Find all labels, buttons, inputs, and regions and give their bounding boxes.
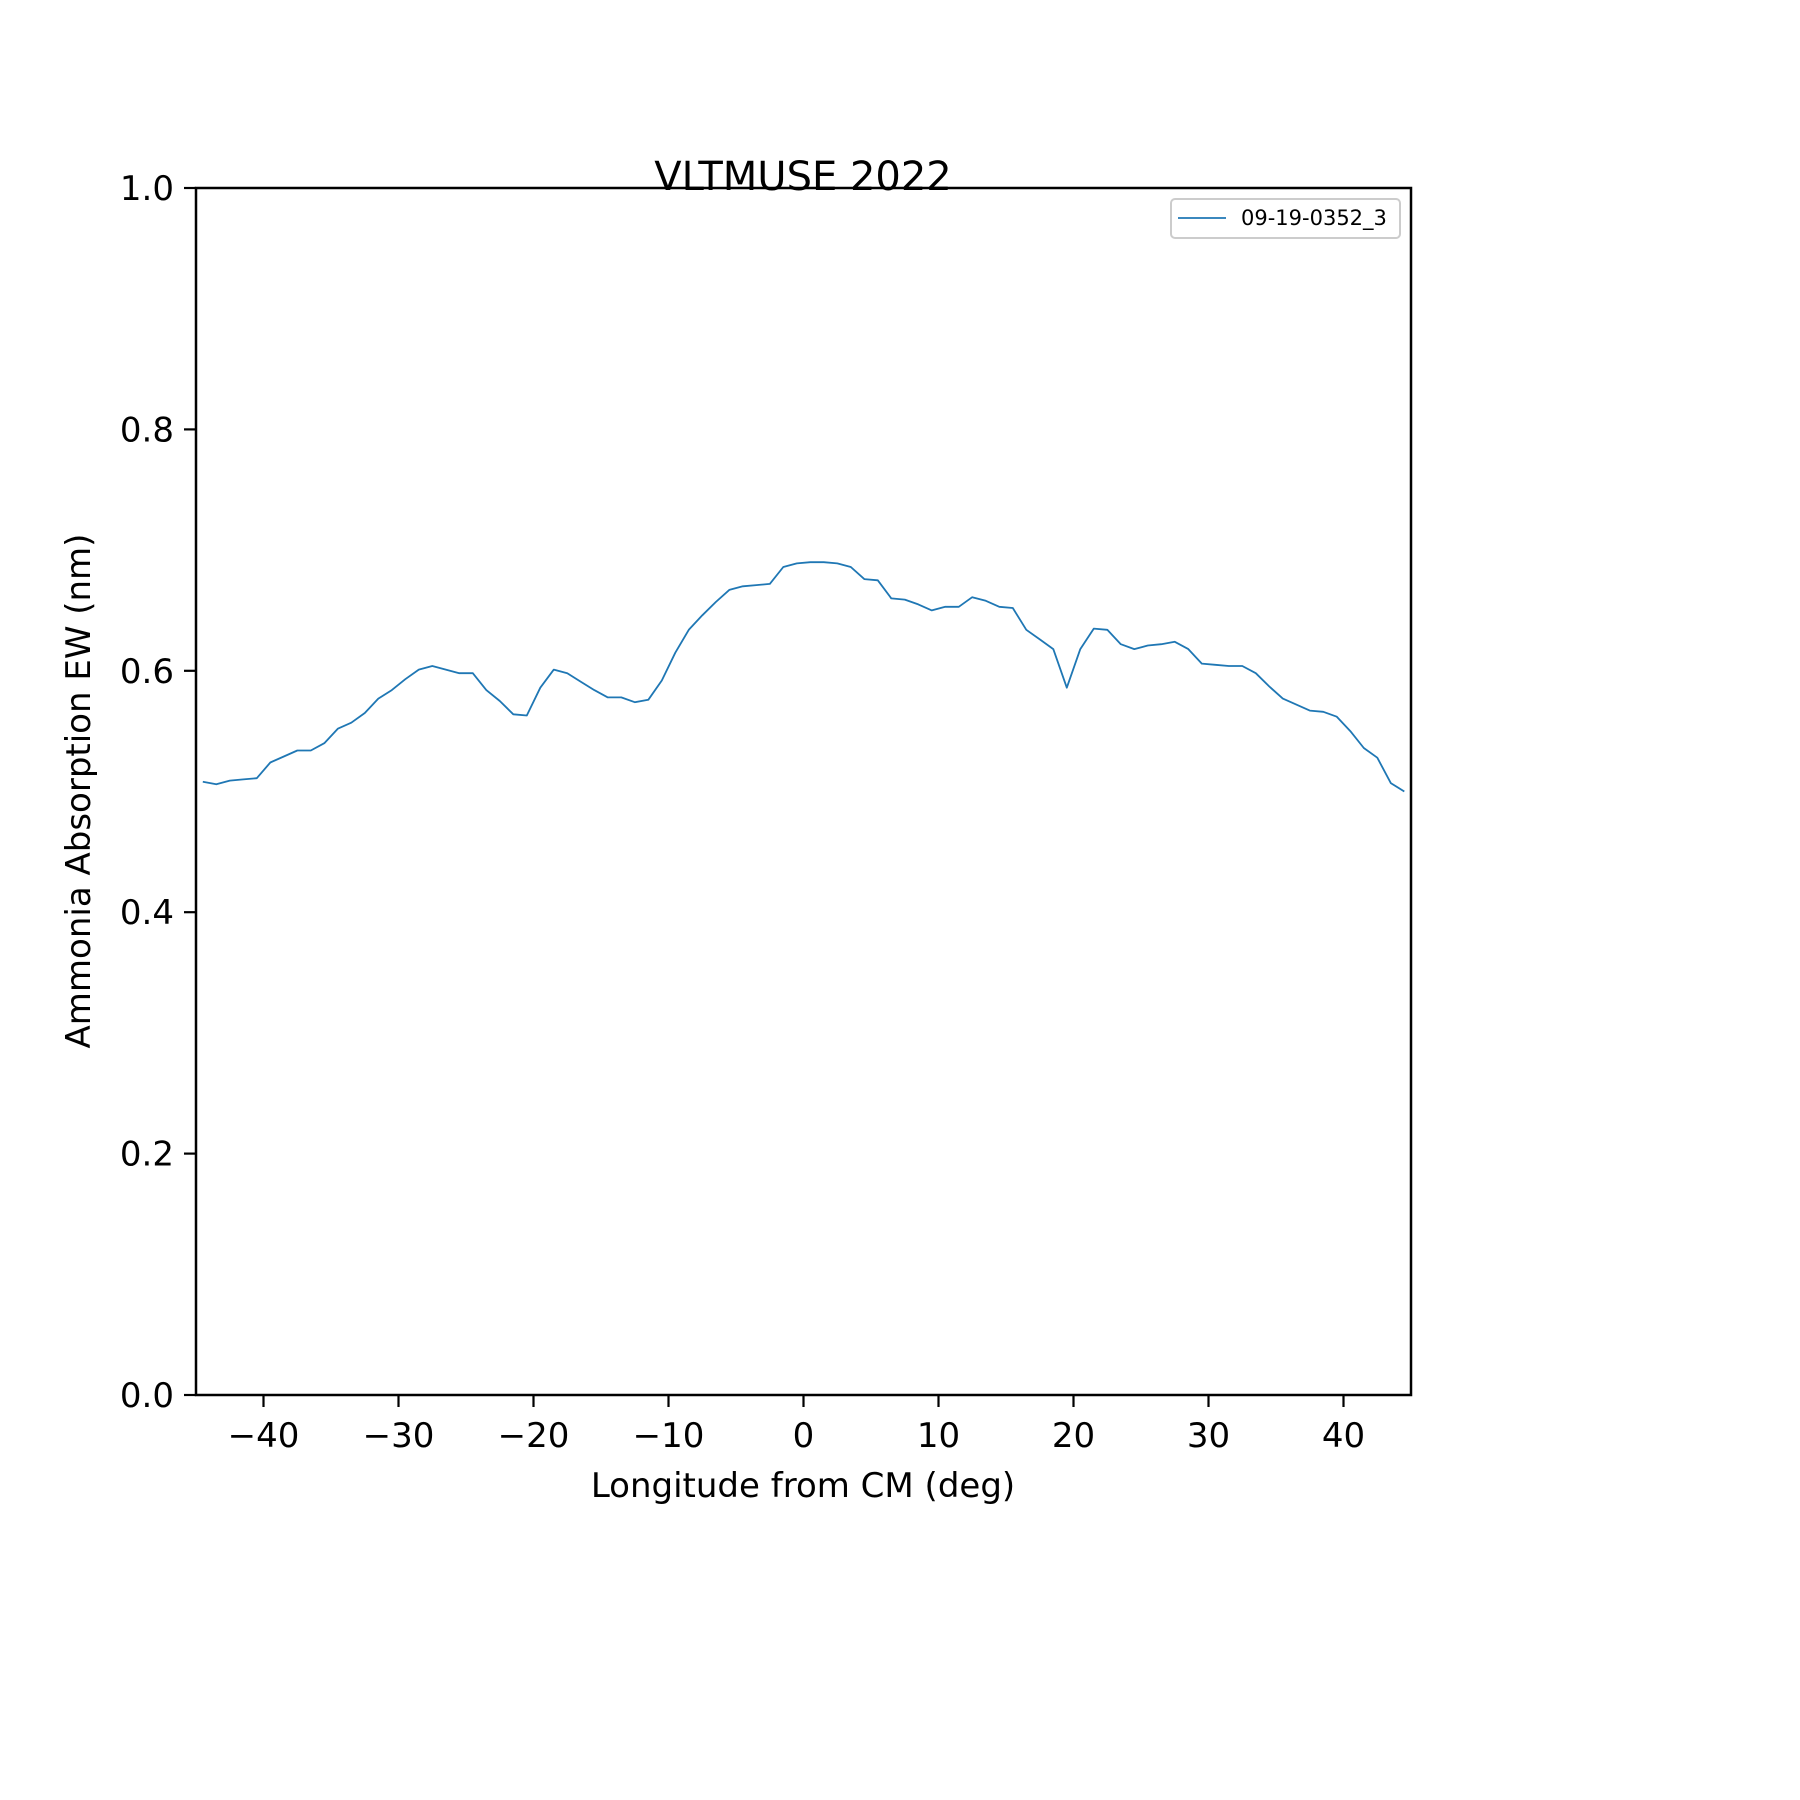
x-tick-label: −40 — [228, 1416, 300, 1456]
x-axis: −40 −30 −20 −10 0 10 20 30 40 — [228, 1395, 1365, 1456]
x-tick-label: 20 — [1052, 1416, 1095, 1456]
x-tick-label: −20 — [498, 1416, 570, 1456]
y-tick-label: 0.0 — [120, 1376, 174, 1416]
chart-title: VLTMUSE 2022 — [654, 154, 952, 200]
x-tick-label: 10 — [917, 1416, 960, 1456]
x-tick-label: 30 — [1187, 1416, 1230, 1456]
legend-box — [1170, 198, 1401, 239]
x-tick-label: 0 — [793, 1416, 815, 1456]
x-tick-label: 40 — [1322, 1416, 1365, 1456]
plot-area — [202, 561, 1405, 793]
legend-label: 09-19-0352_3 — [1241, 206, 1387, 231]
y-tick-label: 0.8 — [120, 410, 174, 450]
legend: 09-19-0352_3 — [1170, 198, 1401, 239]
x-axis-label: Longitude from CM (deg) — [591, 1466, 1015, 1506]
y-tick-label: 0.4 — [120, 893, 174, 933]
series-line — [202, 561, 1405, 793]
y-tick-label: 0.6 — [120, 652, 174, 692]
y-axis-label: Ammonia Absorption EW (nm) — [59, 534, 99, 1049]
x-tick-label: −30 — [363, 1416, 435, 1456]
y-tick-label: 0.2 — [120, 1135, 174, 1175]
x-tick-label: −10 — [633, 1416, 705, 1456]
axes-frame — [194, 186, 1413, 1397]
y-tick-label: 1.0 — [120, 169, 174, 209]
y-axis: 0.0 0.2 0.4 0.6 0.8 1.0 — [120, 169, 196, 1416]
